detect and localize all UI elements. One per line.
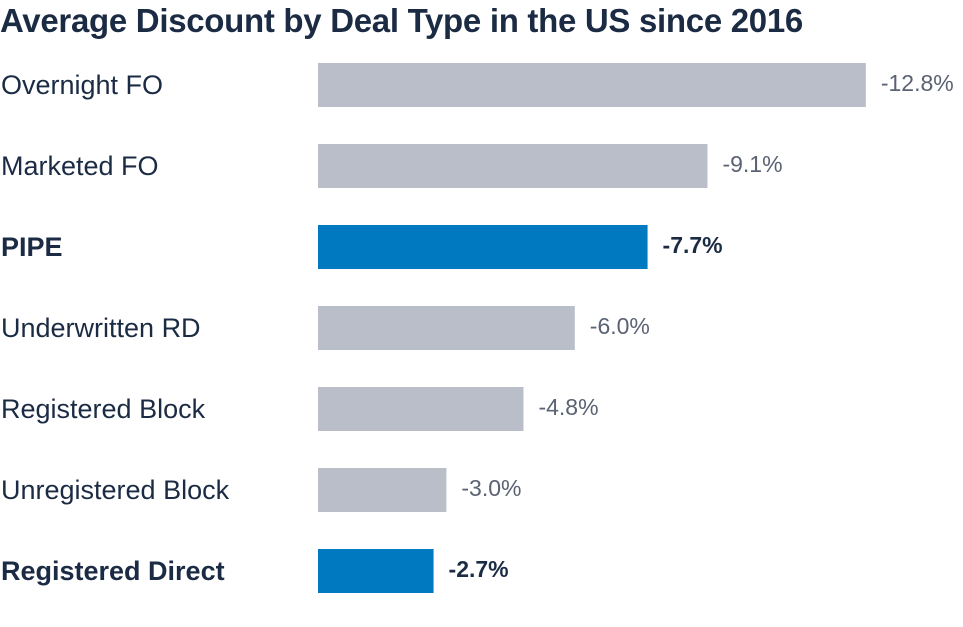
bar-underwritten-rd (318, 306, 575, 350)
category-label-marketed-fo: Marketed FO (1, 151, 159, 181)
bar-marketed-fo (318, 144, 708, 188)
bar-registered-direct (318, 549, 434, 593)
bar-overnight-fo (318, 63, 866, 107)
category-label-pipe: PIPE (1, 232, 63, 262)
value-label-registered-direct: -2.7% (449, 556, 509, 582)
category-label-registered-block: Registered Block (1, 394, 206, 424)
category-label-registered-direct: Registered Direct (1, 556, 225, 586)
value-label-marketed-fo: -9.1% (722, 151, 782, 177)
value-label-registered-block: -4.8% (538, 394, 598, 420)
category-label-underwritten-rd: Underwritten RD (1, 313, 201, 343)
value-label-overnight-fo: -12.8% (881, 70, 954, 96)
category-label-unregistered-block: Unregistered Block (1, 475, 230, 505)
value-label-unregistered-block: -3.0% (461, 475, 521, 501)
category-label-overnight-fo: Overnight FO (1, 70, 163, 100)
value-label-pipe: -7.7% (663, 232, 723, 258)
bar-unregistered-block (318, 468, 447, 512)
value-label-underwritten-rd: -6.0% (590, 313, 650, 339)
bar-registered-block (318, 387, 524, 431)
bar-pipe (318, 225, 648, 269)
chart-title: Average Discount by Deal Type in the US … (0, 2, 803, 39)
